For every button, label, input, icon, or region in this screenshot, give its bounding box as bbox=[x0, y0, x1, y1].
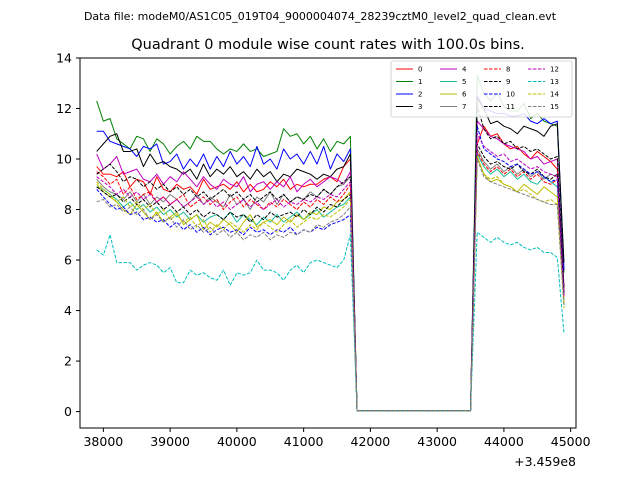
x-tick-label: 41000 bbox=[284, 434, 324, 449]
legend-label-1: 1 bbox=[418, 78, 422, 86]
legend-label-14: 14 bbox=[550, 91, 559, 99]
x-offset-label: +3.459e8 bbox=[514, 454, 576, 469]
chart-title: Quadrant 0 module wise count rates with … bbox=[131, 37, 525, 53]
series-lines bbox=[96, 75, 565, 412]
x-tick-label: 43000 bbox=[417, 434, 457, 449]
legend-label-10: 10 bbox=[506, 91, 515, 99]
series-4-line bbox=[96, 120, 565, 412]
y-tick-label: 8 bbox=[64, 202, 72, 217]
legend-label-8: 8 bbox=[506, 66, 510, 74]
series-11-line bbox=[96, 105, 565, 412]
legend-label-3: 3 bbox=[418, 103, 422, 111]
x-tick-label: 38000 bbox=[83, 434, 123, 449]
y-tick-label: 4 bbox=[64, 303, 72, 318]
y-tick-label: 6 bbox=[64, 253, 72, 268]
legend-label-13: 13 bbox=[550, 78, 559, 86]
series-8-line bbox=[96, 150, 565, 412]
x-tick-label: 39000 bbox=[150, 434, 190, 449]
legend-label-7: 7 bbox=[462, 103, 466, 111]
y-tick-label: 10 bbox=[56, 152, 72, 167]
legend-label-6: 6 bbox=[462, 91, 467, 99]
legend-frame bbox=[390, 60, 573, 118]
series-14-line bbox=[96, 156, 565, 412]
legend-label-5: 5 bbox=[462, 78, 466, 86]
x-tick-label: 45000 bbox=[551, 434, 591, 449]
legend-label-12: 12 bbox=[550, 66, 559, 74]
series-13-line bbox=[96, 231, 565, 412]
legend-label-15: 15 bbox=[550, 103, 559, 111]
y-tick-label: 2 bbox=[64, 354, 72, 369]
y-tick-label: 0 bbox=[64, 404, 72, 419]
series-6-line bbox=[96, 156, 565, 412]
legend-label-9: 9 bbox=[506, 78, 510, 86]
x-tick-label: 42000 bbox=[351, 434, 391, 449]
y-tick-label: 12 bbox=[56, 101, 72, 116]
y-tick-label: 14 bbox=[56, 51, 72, 66]
plot-frame bbox=[79, 57, 577, 429]
legend-label-4: 4 bbox=[462, 66, 467, 74]
legend-label-2: 2 bbox=[418, 91, 422, 99]
series-5-line bbox=[96, 153, 565, 412]
x-axis-ticks: 38000 39000 40000 41000 42000 43000 44000 45000 bbox=[83, 428, 591, 449]
figure-suptitle: Data file: modeM0/AS1C05_019T04_90000040… bbox=[84, 10, 557, 23]
legend-label-0: 0 bbox=[418, 66, 422, 74]
x-tick-label: 40000 bbox=[217, 434, 257, 449]
y-axis-ticks: 0 2 4 6 8 10 12 14 bbox=[56, 51, 80, 419]
series-12-line bbox=[96, 133, 565, 412]
legend-label-11: 11 bbox=[506, 103, 515, 111]
x-tick-label: 44000 bbox=[484, 434, 524, 449]
series-15-line bbox=[96, 158, 565, 412]
